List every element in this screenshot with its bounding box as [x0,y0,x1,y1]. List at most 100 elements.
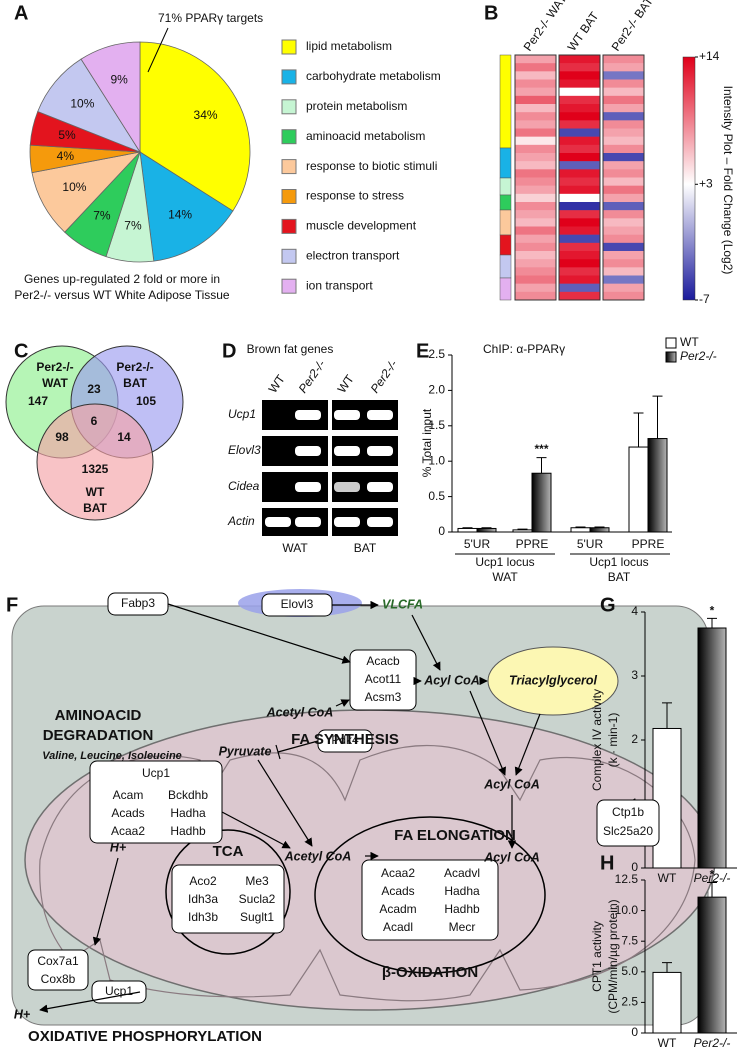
pathway-label: DEGRADATION [43,727,154,744]
y-axis-label: (CPM/min/µg protein) [606,899,620,1013]
heatmap-cell [603,55,644,64]
error-bar [575,526,586,528]
heatmap-cell [603,63,644,72]
pathway-label: Acyl CoA [423,673,480,687]
venn-count: 105 [136,394,156,408]
slice-label: 10% [70,96,94,110]
heatmap-cell [515,120,556,129]
y-tick-label: 0.5 [428,489,445,503]
gene-name: Hadha [444,884,480,898]
heatmap-cell [559,71,600,80]
annotation-leader [147,27,169,73]
pathway-label: Ctp1b [612,805,644,819]
gel-band [367,410,393,420]
heatmap-cell [559,283,600,293]
pathway-label: VLCFA [382,597,423,611]
column-frame [514,54,557,301]
heatmap-cell [603,169,644,178]
pathway-label: H+ [110,840,127,854]
heatmap-cell [559,87,600,97]
legend-swatch [281,278,297,294]
bar [652,971,682,1034]
heatmap-cell [515,136,556,146]
legend-swatch [665,351,677,363]
heatmap-cell [515,275,556,284]
category-strip [499,54,512,149]
legend-label: electron transport [306,248,400,262]
y-tick-label: 2.5 [428,347,445,361]
gene-name: Acaa2 [111,824,145,838]
x-tick-label: 5'UR [577,537,604,551]
heatmap-cell [515,202,556,211]
gene-name: Hadhb [444,902,480,916]
lane-label: Per2-/- [296,357,329,395]
heatmap-cell [515,185,556,195]
heatmap-cell [559,202,600,211]
colorbar-label: Intensity Plot – Fold Change (Log2) [721,86,735,275]
lane-label: WT [266,372,289,396]
pathway-arrow [221,811,291,849]
bar [652,727,682,869]
heatmap-cell [515,169,556,178]
bar [476,527,497,533]
legend-label: response to biotic stimuli [306,159,437,173]
x-tick-label: PPRE [632,537,665,551]
heatmap-cell [603,112,644,121]
pathway-label: Acsm3 [365,690,402,704]
gene-box [89,760,223,844]
legend-label: protein metabolism [306,99,407,113]
pathway-arrow [514,713,541,776]
y-tick-label: 12.5 [615,872,639,886]
column-header: Per2-/- WAT [521,0,570,54]
y-axis-label: % Total input [420,408,434,477]
legend-label: response to stress [306,189,404,203]
group-label: Ucp1 locus [589,555,648,569]
gene-label: Elovl3 [228,443,261,457]
gel-band [334,482,360,492]
panel-label: B [484,2,498,24]
category-strip [499,254,512,279]
heatmap-cell [559,144,600,154]
venn-count: 14 [117,430,131,444]
pathway-label: Acot11 [365,672,402,686]
y-tick-label: 4 [631,604,638,618]
error-bar [652,395,663,439]
inhibition [275,740,319,760]
heatmap-cell [559,161,600,170]
heatmap-cell [603,210,644,219]
colorbar [682,56,696,301]
category-strip [499,234,512,256]
error-bar [536,457,547,474]
heatmap-cell [559,120,600,129]
pathway-arrow [92,857,119,946]
caption: Per2-/- versus WT White Adipose Tissue [14,288,230,302]
gene-name: Acads [111,806,144,820]
gel-band [295,446,321,456]
gene-name: Aco2 [189,874,217,888]
error-bar [707,881,717,898]
heatmap-cell [515,104,556,113]
slice-label: 7% [93,209,111,223]
bar [457,527,478,533]
heatmap-cell [603,71,644,80]
heatmap-cell [515,177,556,186]
gene-name: Acaa2 [381,866,415,880]
heatmap-cell [603,283,644,293]
pathway-label: Cox8b [41,972,76,986]
gel-band [367,517,393,527]
legend-swatch [281,159,297,175]
column-frame [558,54,601,301]
category-strip [499,277,512,301]
bar [512,529,533,533]
legend-swatch [281,99,297,115]
bar [647,438,668,533]
colorbar-tick-label: -7 [699,292,710,306]
pathway-label: β-OXIDATION [382,964,478,981]
heatmap-cell [559,218,600,227]
heatmap-cell [603,79,644,88]
y-tick-label: 0 [438,524,445,538]
error-bar [633,412,644,448]
error-bar [481,527,492,529]
pathway-label: Ucp1 [105,984,133,998]
